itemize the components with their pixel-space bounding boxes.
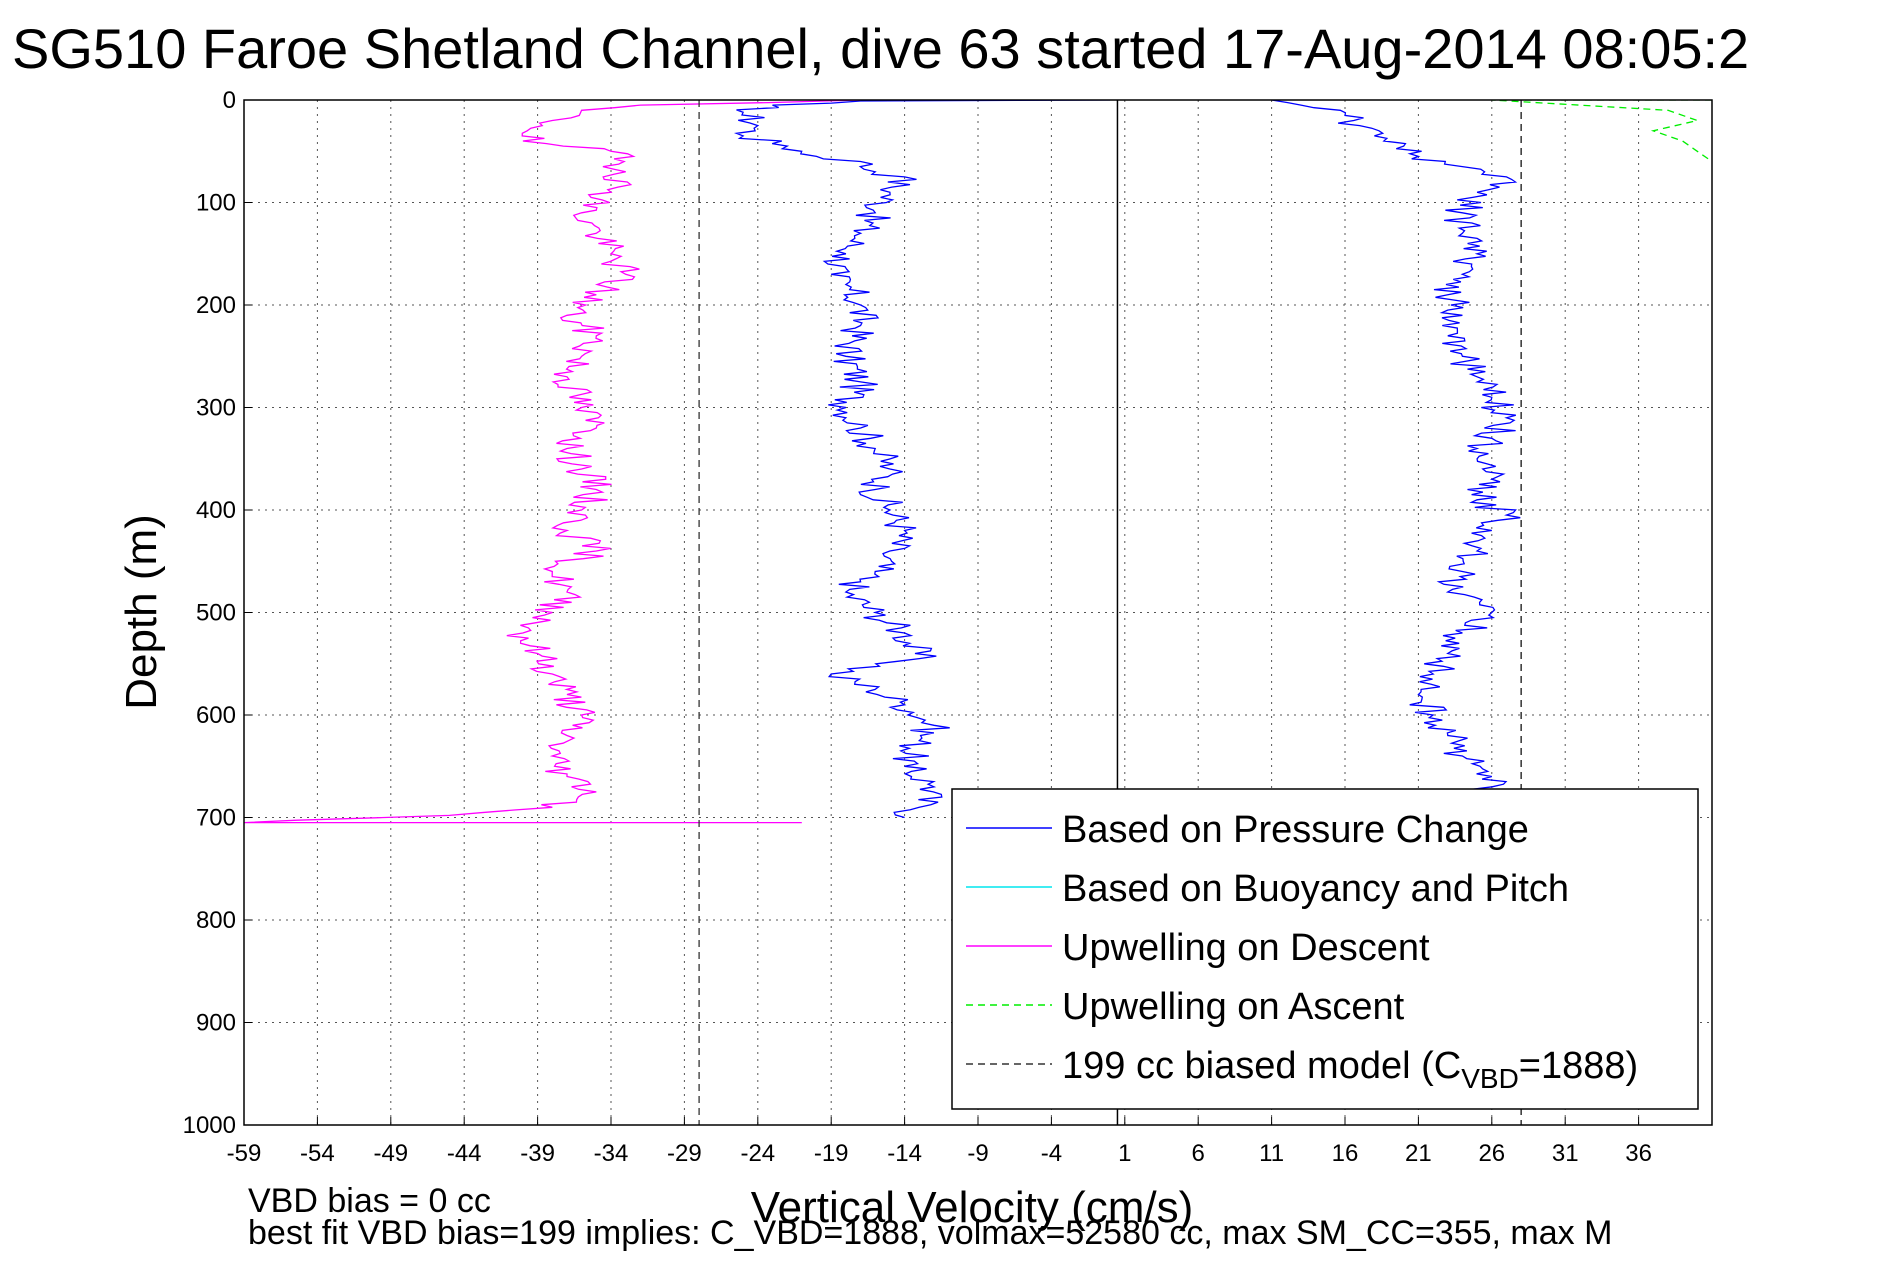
y-tick-label: 500: [196, 600, 236, 627]
y-tick-label: 700: [196, 805, 236, 832]
x-tick-label: -9: [967, 1140, 988, 1167]
x-tick-label: 36: [1625, 1140, 1652, 1167]
legend-label: Upwelling on Descent: [1062, 927, 1430, 969]
y-tick-label: 1000: [183, 1112, 236, 1139]
x-tick-label: -29: [667, 1140, 702, 1167]
chart-title: SG510 Faroe Shetland Channel, dive 63 st…: [12, 17, 1749, 80]
legend-box: [951, 788, 1699, 1110]
x-tick-label: -49: [373, 1140, 408, 1167]
x-tick-label: 1: [1118, 1140, 1131, 1167]
legend-label: Based on Pressure Change: [1062, 809, 1529, 851]
x-tick-label: -19: [814, 1140, 849, 1167]
x-tick-label: -34: [594, 1140, 629, 1167]
x-tick-label: 16: [1332, 1140, 1359, 1167]
y-axis-ticks: 0 100 200 300 400 500 600 700 800 900 1000: [183, 87, 252, 1139]
x-tick-label: -39: [520, 1140, 555, 1167]
x-tick-label: -59: [227, 1140, 262, 1167]
y-tick-label: 400: [196, 497, 236, 524]
series-line-based-on-pressure-change: [733, 100, 1111, 819]
x-axis-label: Vertical Velocity (cm/s): [751, 1183, 1194, 1232]
x-tick-label: -54: [300, 1140, 335, 1167]
x-axis-ticks: -59 -54 -49 -44 -39 -34 -29 -24 -19 -14 -9 -4 1 6 11 16…: [227, 1117, 1652, 1167]
x-tick-label: -14: [887, 1140, 922, 1167]
legend-label: Based on Buoyancy and Pitch: [1062, 868, 1569, 910]
y-tick-label: 900: [196, 1010, 236, 1037]
y-tick-label: 100: [196, 190, 236, 217]
y-tick-label: 0: [223, 87, 236, 114]
x-tick-label: 31: [1552, 1140, 1579, 1167]
x-tick-label: 21: [1405, 1140, 1432, 1167]
y-tick-label: 200: [196, 292, 236, 319]
y-tick-label: 600: [196, 702, 236, 729]
x-tick-label: -24: [740, 1140, 775, 1167]
legend-label: 199 cc biased model (CVBD=1888): [1062, 1045, 1638, 1094]
y-tick-label: 300: [196, 395, 236, 422]
y-tick-label: 800: [196, 907, 236, 934]
legend: Based on Pressure Change Based on Buoyanc…: [951, 788, 1699, 1110]
legend-label: Upwelling on Ascent: [1062, 986, 1405, 1028]
footer-line-1: VBD bias = 0 cc: [248, 1182, 491, 1220]
footer-line-2: best fit VBD bias=199 implies: C_VBD=188…: [248, 1214, 1612, 1252]
series-line-upwelling-on-ascent: [1491, 100, 1712, 163]
x-tick-label: -4: [1041, 1140, 1062, 1167]
x-tick-label: 26: [1478, 1140, 1505, 1167]
y-axis-label: Depth (m): [117, 514, 166, 710]
series-line-based-on-pressure-change: [1271, 100, 1521, 819]
series-line-upwelling-on-descent: [244, 100, 861, 824]
x-tick-label: 6: [1192, 1140, 1205, 1167]
x-tick-label: -44: [447, 1140, 482, 1167]
x-tick-label: 11: [1259, 1140, 1284, 1167]
